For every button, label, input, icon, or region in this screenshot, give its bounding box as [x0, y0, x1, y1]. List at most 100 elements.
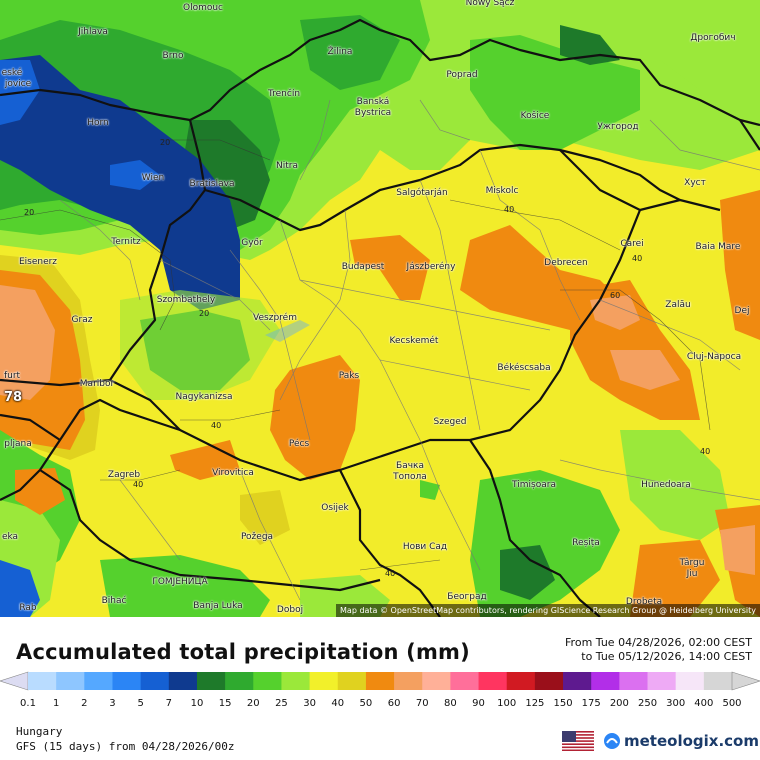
legend-swatch [168, 672, 198, 690]
meteologix-logo-icon [604, 733, 620, 749]
legend-value-label: 5 [137, 698, 144, 709]
legend-swatch [225, 672, 254, 690]
region-name: Hungary [16, 725, 63, 738]
city-label: Pécs [288, 439, 310, 449]
precipitation-field [0, 0, 760, 617]
city-label: Baia Mare [695, 242, 741, 252]
city-label: Požega [240, 532, 274, 542]
legend-labels: 0.1 1 2 3 5 7 10 15 20 25 30 40 50 60 70 80 90 100 125 150 1… [0, 698, 760, 712]
city-label: Horn [87, 118, 109, 128]
city-label: Eisenerz [18, 257, 58, 267]
legend-swatch [675, 672, 705, 690]
time-period: From Tue 04/28/2026, 02:00 CEST to Tue 0… [565, 636, 752, 664]
map-attribution: Map data © OpenStreetMap contributors, r… [336, 604, 760, 617]
legend-swatch [534, 672, 564, 690]
legend-swatch [28, 672, 57, 690]
city-label: Ужгород [597, 122, 639, 132]
city-label: Ternitz [111, 237, 141, 247]
city-label: Budapest [341, 262, 385, 272]
city-label: Košice [520, 111, 550, 121]
city-label: ГОМЈЕНИЦА [152, 577, 208, 587]
city-label: Drobeta [625, 597, 663, 607]
city-label: eské [1, 68, 23, 78]
city-label: Hunedoara [641, 480, 691, 490]
city-label: Maribor [79, 379, 115, 389]
legend-value-label: 200 [609, 698, 629, 709]
legend-value-label: 7 [165, 698, 172, 709]
city-label: Nitra [276, 161, 298, 171]
city-label: Salgótarján [396, 188, 448, 198]
precipitation-map[interactable]: Olomouc Nowy Sącz Jihlava Žilina Дрогобич Brn… [0, 0, 760, 617]
city-label: Bihać [101, 596, 127, 606]
legend-swatch [84, 672, 113, 690]
city-label: Poprad [446, 70, 478, 80]
city-label: Nowy Sącz [465, 0, 515, 8]
contour-value-label: 20 [160, 138, 171, 147]
legend-arrow-low [0, 671, 29, 691]
legend-value-label: 150 [553, 698, 573, 709]
chart-title: Accumulated total precipitation (mm) [16, 640, 470, 664]
brand-logo[interactable]: meteologix.com [603, 729, 759, 753]
legend-value-label: 500 [722, 698, 742, 709]
city-label: Szombathely [156, 295, 216, 305]
contour-value-label: 40 [700, 447, 711, 456]
city-label: Хуст [684, 178, 706, 188]
contour-value-label: 20 [24, 208, 35, 217]
city-label: Топола [393, 472, 427, 482]
city-label: Olomouc [182, 3, 224, 13]
legend-swatch [56, 672, 85, 690]
legend-swatch [309, 672, 339, 690]
city-label: Timișoara [512, 480, 556, 490]
legend-swatch [703, 672, 733, 690]
city-label: Cluj-Napoca [686, 352, 742, 362]
city-label: Banská [356, 97, 390, 107]
city-label: jovice [4, 79, 32, 89]
contour-value-label: 40 [504, 205, 515, 214]
city-label: Veszprém [253, 313, 297, 323]
city-label: Miskolc [485, 186, 519, 196]
city-label: Dej [734, 306, 750, 316]
city-label: Jászberény [406, 262, 456, 272]
city-label: Győr [241, 238, 263, 248]
city-label: Doboj [276, 605, 304, 615]
legend-value-label: 60 [387, 698, 401, 709]
legend-value-label: 25 [275, 698, 288, 709]
period-to: to Tue 05/12/2026, 14:00 CEST [581, 650, 752, 663]
city-label: Paks [338, 371, 360, 381]
city-label: Žilina [327, 47, 353, 57]
legend-swatch [365, 672, 395, 690]
legend-value-label: 10 [190, 698, 204, 709]
legend-value-label: 40 [331, 698, 345, 709]
period-from: From Tue 04/28/2026, 02:00 CEST [565, 636, 752, 649]
legend-swatch [619, 672, 649, 690]
city-label: Zagreb [107, 470, 141, 480]
contour-value-label: 40 [632, 254, 643, 263]
city-label: Бачка [396, 461, 424, 471]
legend-value-label: 80 [444, 698, 457, 709]
legend-swatch [506, 672, 536, 690]
city-label: Târgu [679, 558, 705, 568]
legend-swatch [450, 672, 480, 690]
legend-swatch [281, 672, 311, 690]
city-label: Békéscsaba [497, 363, 551, 373]
legend-swatch [394, 672, 423, 690]
city-label: Reșița [572, 538, 600, 548]
legend-value-label: 250 [637, 698, 658, 709]
legend-swatch [196, 672, 226, 690]
city-label: Virovitica [212, 468, 254, 478]
legend-value-label: 70 [415, 698, 429, 709]
legend-value-label: 400 [694, 698, 714, 709]
city-label: Bratislava [189, 179, 235, 189]
legend-value-label: 3 [109, 698, 116, 709]
legend-value-label: 30 [303, 698, 316, 709]
legend-swatch [422, 672, 451, 690]
city-label: furt [3, 371, 21, 381]
legend-value-label: 50 [359, 698, 373, 709]
max-value-label: 78 [4, 390, 23, 405]
us-flag-icon[interactable] [562, 731, 594, 751]
city-label: Szeged [433, 417, 467, 427]
legend-value-label: 125 [525, 698, 545, 709]
city-label: Bystrica [354, 108, 392, 118]
legend-swatch [563, 672, 592, 690]
legend-swatch [478, 672, 508, 690]
